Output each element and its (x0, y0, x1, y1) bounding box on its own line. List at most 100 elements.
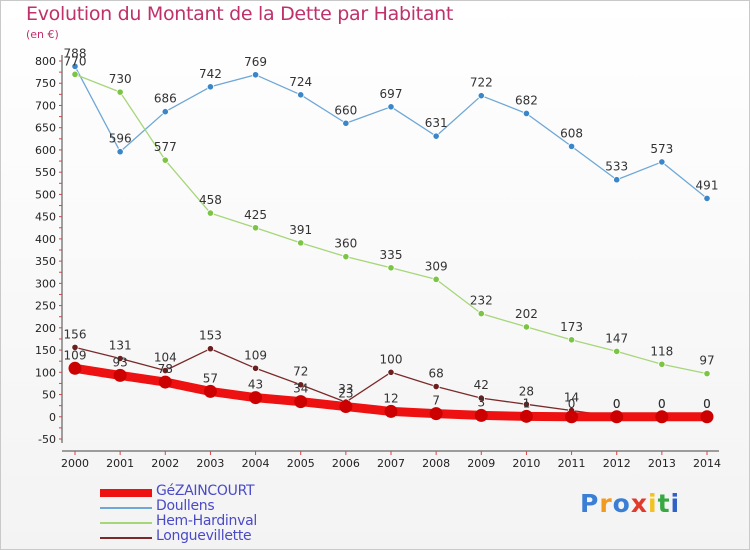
data-label: 23 (338, 387, 353, 401)
data-point (613, 347, 621, 355)
data-label: 770 (64, 54, 87, 68)
data-point (342, 253, 350, 261)
y-tick-label: 450 (35, 211, 56, 224)
x-tick-label: 2006 (332, 457, 360, 470)
data-label: 72 (293, 365, 308, 379)
data-point (339, 400, 353, 414)
data-point (522, 400, 531, 408)
data-point (474, 408, 488, 422)
chart-subtitle: (en €) (26, 28, 59, 41)
data-label: 335 (380, 248, 403, 262)
x-tick-label: 2012 (603, 457, 631, 470)
data-point (567, 336, 576, 344)
legend-label: Hem-Hardinval (156, 513, 257, 529)
data-point (387, 368, 395, 376)
data-point (477, 309, 485, 318)
logo-letter: t (657, 489, 671, 518)
logo-letter: r (599, 489, 613, 518)
data-point (161, 108, 169, 116)
logo-letter: o (612, 489, 631, 518)
data-label: 104 (154, 351, 177, 365)
data-label: 109 (244, 348, 267, 362)
data-point (294, 395, 308, 409)
data-point (116, 148, 124, 156)
data-label: 577 (154, 140, 177, 154)
logo-letter: P (580, 489, 600, 518)
data-label: 596 (109, 132, 132, 146)
y-tick-label: 700 (35, 99, 56, 112)
data-label: 109 (64, 348, 87, 362)
data-point (251, 71, 260, 79)
y-tick-label: 800 (35, 55, 56, 68)
data-label: 14 (564, 391, 579, 405)
x-tick-label: 2008 (422, 457, 450, 470)
data-label: 0 (613, 397, 621, 411)
data-point (565, 410, 579, 424)
y-tick-label: 650 (35, 122, 56, 135)
data-label: 7 (432, 394, 440, 408)
data-label: 131 (109, 339, 132, 353)
data-label: 100 (380, 352, 403, 366)
data-point (342, 119, 350, 127)
y-tick-label: 300 (35, 277, 56, 290)
data-label: 573 (650, 142, 673, 156)
data-label: 42 (474, 378, 489, 392)
data-label: 118 (650, 344, 673, 358)
data-point (613, 176, 621, 184)
x-tick-label: 2001 (106, 457, 134, 470)
data-point (297, 239, 305, 247)
data-label: 0 (658, 397, 666, 411)
data-label: 202 (515, 307, 538, 321)
y-tick-label: 350 (35, 255, 56, 268)
data-label: 0 (658, 397, 666, 411)
data-label: 724 (289, 75, 312, 89)
data-label: 147 (605, 331, 628, 345)
legend-label: Doullens (156, 498, 215, 514)
x-tick-label: 2013 (648, 457, 676, 470)
data-label: 0 (703, 397, 711, 411)
data-point (161, 366, 169, 375)
data-label: 97 (699, 354, 714, 368)
proxiti-logo: Proxiti (580, 489, 680, 518)
data-point (703, 194, 711, 203)
data-point (249, 391, 263, 405)
y-tick-label: 750 (35, 77, 56, 90)
data-label: 697 (380, 87, 403, 101)
data-point (71, 343, 79, 351)
data-point (432, 382, 440, 391)
data-label: 12 (383, 391, 398, 405)
y-tick-label: 50 (42, 389, 56, 402)
x-tick-label: 2004 (242, 457, 270, 470)
data-point (206, 209, 215, 217)
data-point (251, 224, 260, 232)
data-point (477, 394, 485, 402)
data-point (477, 92, 485, 100)
x-tick-label: 2014 (693, 457, 721, 470)
data-label: 232 (470, 294, 493, 308)
x-tick-label: 2009 (467, 457, 495, 470)
data-label: 28 (519, 384, 534, 398)
data-point (387, 264, 395, 272)
data-point (116, 354, 124, 363)
data-label: 34 (293, 382, 308, 396)
y-tick-label: -50 (38, 433, 56, 446)
data-point (658, 360, 666, 368)
data-label: 309 (425, 259, 448, 273)
data-point (610, 410, 624, 424)
data-point (432, 275, 440, 283)
data-point (297, 381, 305, 389)
data-label: 425 (244, 208, 267, 222)
data-point (655, 410, 669, 424)
x-tick-label: 2007 (377, 457, 405, 470)
data-label: 57 (203, 371, 218, 385)
data-point (206, 83, 215, 91)
data-point (297, 91, 305, 99)
legend-label: Longuevillette (156, 528, 252, 544)
data-point (429, 407, 443, 421)
data-label: 1 (523, 396, 531, 410)
data-point (116, 88, 124, 96)
x-tick-label: 2005 (287, 457, 315, 470)
data-label: 631 (425, 116, 448, 130)
